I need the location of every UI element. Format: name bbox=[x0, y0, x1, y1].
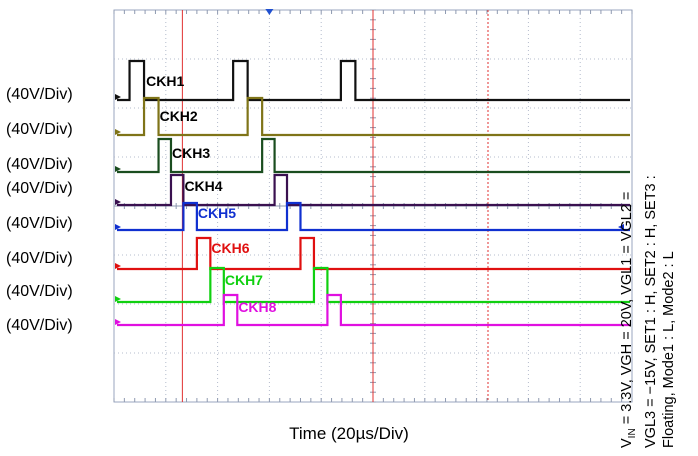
test-conditions-line-2: VGL3 = −15V, SET1 : H, SET2 : H, SET3 : bbox=[642, 175, 659, 448]
trace-ckh8 bbox=[117, 293, 630, 327]
trace-label-ckh2: CKH2 bbox=[160, 108, 198, 124]
vin-symbol: V bbox=[619, 438, 636, 448]
test-conditions-line-1-rest: = 3.3V, VGH = 20V, VGL1 = VGL2 = bbox=[619, 191, 636, 429]
trace-label-ckh1: CKH1 bbox=[146, 73, 184, 89]
trace-label-ckh4: CKH4 bbox=[184, 178, 222, 194]
channel-scale-label-4: (40V/Div) bbox=[6, 180, 73, 197]
trigger-marker bbox=[265, 9, 274, 15]
channel-scale-label-3: (40V/Div) bbox=[6, 156, 73, 173]
test-conditions-line-1: VIN = 3.3V, VGH = 20V, VGL1 = VGL2 = bbox=[618, 8, 642, 448]
channel-marker-ckh1 bbox=[115, 94, 121, 100]
channel-marker-ckh4 bbox=[115, 199, 121, 205]
channel-marker-ckh7 bbox=[115, 296, 121, 302]
channel-marker-ckh6 bbox=[115, 263, 121, 269]
trace-ckh7 bbox=[117, 266, 630, 304]
trace-label-ckh8: CKH8 bbox=[238, 299, 276, 315]
trace-ckh2 bbox=[117, 96, 630, 137]
trace-label-ckh3: CKH3 bbox=[172, 145, 210, 161]
channel-scale-label-1: (40V/Div) bbox=[6, 86, 73, 103]
channel-scale-label-2: (40V/Div) bbox=[6, 121, 73, 138]
channel-marker-ckh2 bbox=[115, 129, 121, 135]
x-axis-label: Time (20µs/Div) bbox=[289, 424, 409, 443]
trace-ckh3 bbox=[117, 137, 630, 174]
channel-marker-ckh3 bbox=[115, 166, 121, 172]
test-conditions-line-3: Floating, Mode1 : L, Mode2 : L bbox=[660, 251, 677, 448]
trace-ckh4 bbox=[117, 173, 630, 207]
vin-subscript: IN bbox=[626, 428, 638, 439]
trace-label-ckh7: CKH7 bbox=[225, 272, 263, 288]
channel-scale-label-5: (40V/Div) bbox=[6, 215, 73, 232]
trace-ckh1 bbox=[117, 59, 630, 102]
channel-scale-label-8: (40V/Div) bbox=[6, 317, 73, 334]
channel-marker-ckh8 bbox=[115, 319, 121, 325]
channel-offset-marker bbox=[618, 224, 624, 230]
trace-label-ckh6: CKH6 bbox=[211, 240, 249, 256]
channel-scale-label-7: (40V/Div) bbox=[6, 283, 73, 300]
trace-ckh5 bbox=[117, 201, 630, 232]
trace-label-ckh5: CKH5 bbox=[198, 205, 236, 221]
trace-ckh6 bbox=[117, 236, 630, 271]
channel-marker-ckh5 bbox=[115, 224, 121, 230]
channel-scale-label-6: (40V/Div) bbox=[6, 250, 73, 267]
